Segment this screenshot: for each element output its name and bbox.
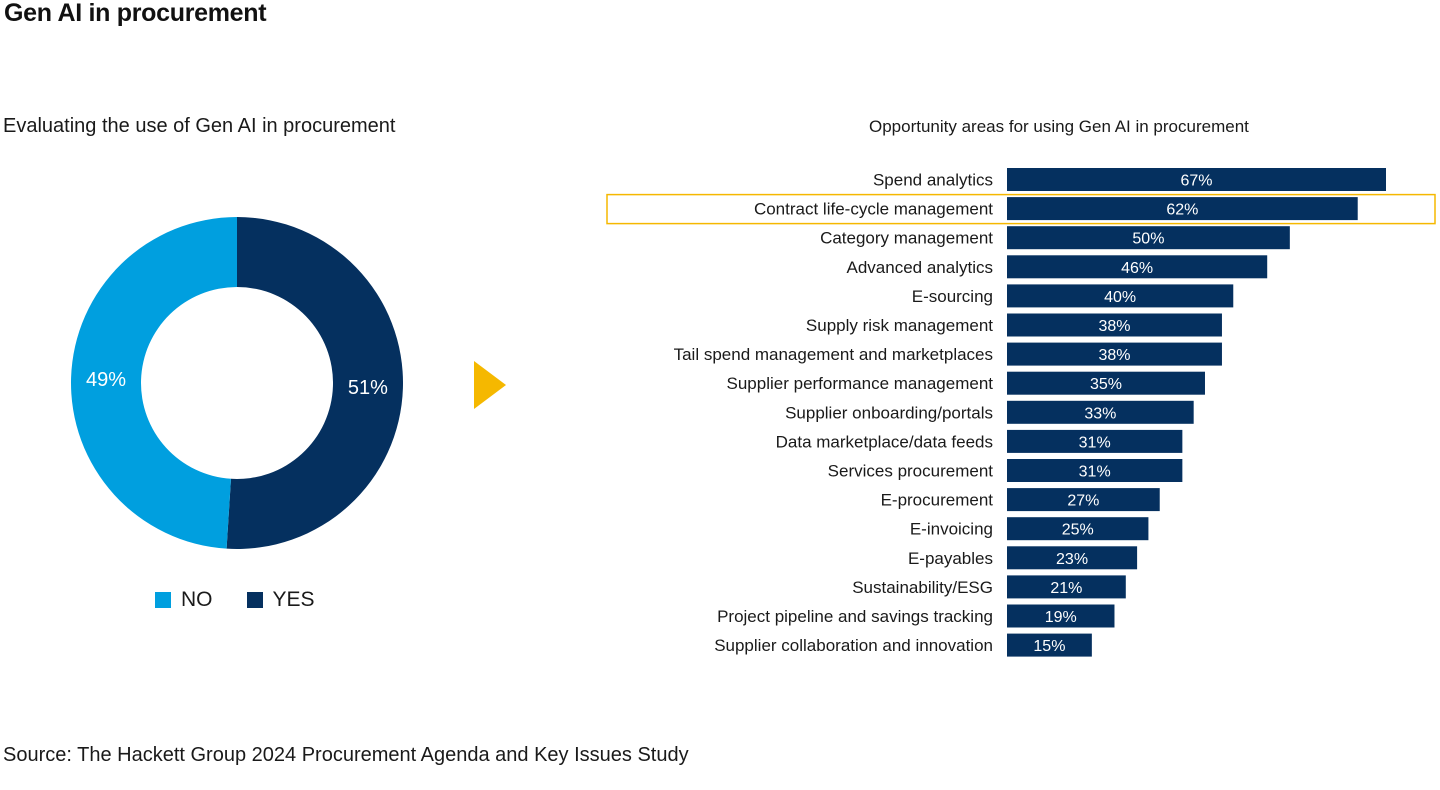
donut-chart: 51% 49%	[71, 217, 404, 549]
bar-category-label: Spend analytics	[873, 171, 993, 190]
legend-label-yes: YES	[272, 588, 315, 611]
bar-chart-title: Opportunity areas for using Gen AI in pr…	[869, 117, 1249, 136]
bar-category-label: Supply risk management	[806, 316, 993, 335]
bar-value-label: 21%	[1050, 580, 1082, 597]
legend-item-yes: YES	[246, 588, 315, 612]
bar-category-label: Sustainability/ESG	[852, 578, 993, 597]
bar-category-label: E-procurement	[881, 491, 994, 510]
donut-slice-yes	[226, 217, 404, 549]
bar-value-label: 67%	[1180, 173, 1212, 190]
donut-slice-no	[71, 217, 237, 549]
bar-value-label: 46%	[1121, 260, 1153, 277]
bar-value-label: 33%	[1084, 405, 1116, 422]
bar-category-label: Supplier performance management	[727, 374, 994, 393]
bar-category-label: Category management	[820, 229, 993, 248]
donut-label-yes: 51%	[348, 377, 388, 399]
bar-value-label: 40%	[1104, 289, 1136, 306]
bar-category-label: Advanced analytics	[847, 258, 993, 277]
bar	[1007, 517, 1149, 541]
bar-value-label: 38%	[1098, 347, 1130, 364]
bar-category-label: E-invoicing	[910, 520, 993, 539]
bar-value-label: 15%	[1033, 638, 1065, 655]
bar-category-label: E-payables	[908, 549, 993, 568]
highlight-box	[606, 193, 1436, 225]
bar-category-label: Tail spend management and marketplaces	[674, 345, 993, 364]
donut-legend: NO YES	[155, 588, 349, 612]
bar	[1007, 459, 1183, 482]
bar	[1007, 284, 1234, 308]
legend-swatch-yes	[246, 592, 263, 608]
bar	[1007, 168, 1386, 191]
donut-chart-title: Evaluating the use of Gen AI in procurem…	[3, 115, 396, 137]
bar-value-label: 25%	[1062, 522, 1094, 539]
bar	[1007, 633, 1092, 657]
bar	[1007, 604, 1115, 628]
bar	[1007, 546, 1138, 570]
bar-value-label: 27%	[1067, 493, 1099, 510]
bar-value-label: 31%	[1079, 434, 1111, 451]
bar-category-label: Supplier onboarding/portals	[785, 403, 993, 422]
page-title: Gen AI in procurement	[4, 0, 267, 27]
bar-value-label: 23%	[1056, 551, 1088, 568]
bar-category-label: E-sourcing	[912, 287, 993, 306]
bar-value-label: 50%	[1132, 231, 1164, 248]
bar-value-label: 19%	[1045, 609, 1077, 626]
bar-value-label: 38%	[1098, 318, 1130, 335]
bar	[1007, 197, 1358, 221]
legend-item-no: NO	[155, 588, 213, 612]
arrow-right-icon	[474, 361, 506, 409]
bar-category-label: Contract life-cycle management	[754, 200, 993, 219]
bar-value-label: 62%	[1166, 202, 1198, 219]
bar-value-label: 35%	[1090, 376, 1122, 393]
bar	[1007, 575, 1126, 599]
bar-category-label: Data marketplace/data feeds	[776, 432, 993, 451]
legend-label-no: NO	[181, 588, 213, 611]
bar	[1007, 371, 1205, 395]
bar	[1007, 488, 1160, 512]
bar	[1007, 313, 1222, 337]
source-note: Source: The Hackett Group 2024 Procureme…	[3, 744, 689, 766]
bar-category-label: Supplier collaboration and innovation	[714, 636, 993, 655]
bar-category-label: Services procurement	[828, 462, 994, 481]
donut-label-no: 49%	[86, 369, 126, 391]
bar-value-label: 31%	[1079, 464, 1111, 481]
bar	[1007, 429, 1183, 453]
bar	[1007, 226, 1290, 250]
bar	[1007, 255, 1268, 279]
bar	[1007, 400, 1194, 424]
bar-chart: Spend analytics 67% Contract life-cycle ma…	[606, 168, 1436, 657]
bar	[1007, 342, 1222, 366]
legend-swatch-no	[155, 592, 171, 608]
bar-category-label: Project pipeline and savings tracking	[717, 607, 993, 626]
